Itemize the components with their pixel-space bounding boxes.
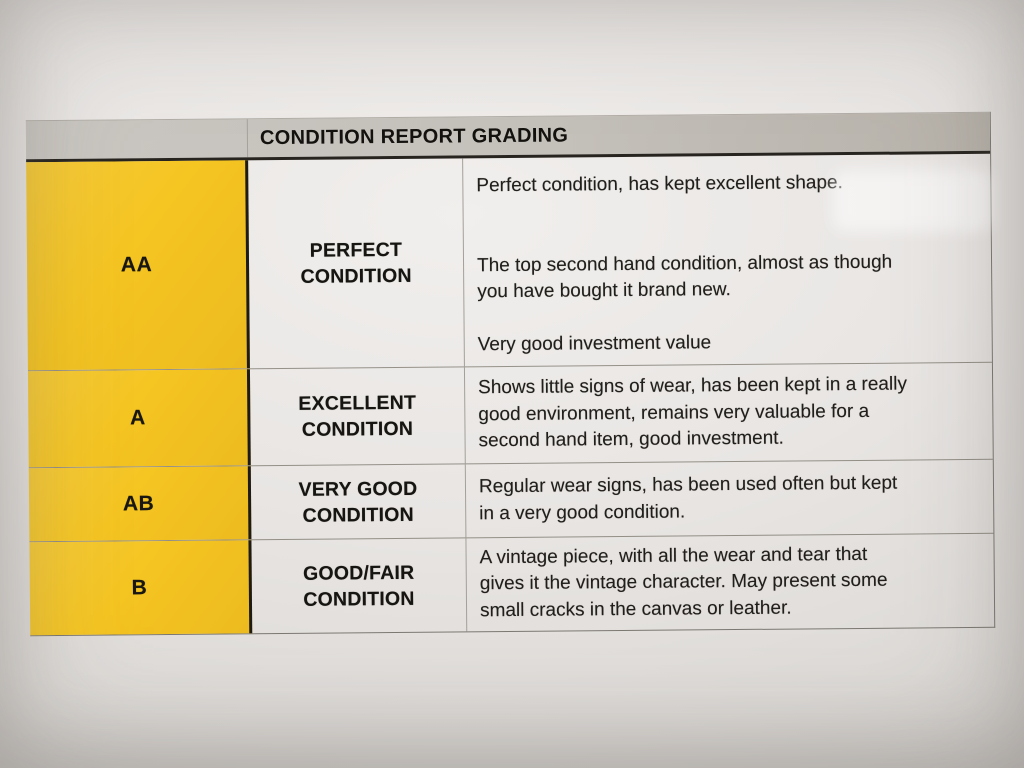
grade-cell: A [27, 369, 251, 468]
grade-cell: AA [26, 160, 250, 371]
table-row-aa: AA PERFECT CONDITION Perfect condition, … [26, 154, 992, 371]
table-row-ab: AB VERY GOOD CONDITION Regular wear sign… [28, 458, 994, 542]
description-paragraph: Regular wear signs, has been used often … [478, 472, 898, 524]
description-cell: A vintage piece, with all the wear and t… [466, 534, 994, 632]
description-cell: Perfect condition, has kept excellent sh… [463, 154, 992, 367]
description-paragraph: A vintage piece, with all the wear and t… [479, 543, 888, 622]
header-spacer-cell [25, 119, 249, 160]
description-paragraph: The top second hand condition, almost as… [476, 251, 893, 303]
grade-cell: B [29, 540, 253, 636]
description-cell: Regular wear signs, has been used often … [466, 460, 994, 538]
grade-cell: AB [28, 466, 252, 542]
condition-label-cell: GOOD/FAIR CONDITION [251, 538, 468, 634]
condition-label-cell: EXCELLENT CONDITION [249, 367, 466, 466]
table-title: CONDITION REPORT GRADING [259, 123, 569, 149]
description-paragraph: Perfect condition, has kept excellent sh… [476, 172, 843, 197]
description-paragraph: Shows little signs of wear, has been kep… [478, 373, 907, 452]
description-cell: Shows little signs of wear, has been kep… [465, 363, 993, 464]
description-paragraph: Very good investment value [477, 331, 712, 355]
table-row-a: A EXCELLENT CONDITION Shows little signs… [27, 361, 993, 468]
table-row-b: B GOOD/FAIR CONDITION A vintage piece, w… [29, 532, 995, 636]
condition-label-cell: PERFECT CONDITION [248, 158, 465, 369]
condition-grading-table: CONDITION REPORT GRADING AA PERFECT COND… [25, 111, 996, 637]
condition-label-cell: VERY GOOD CONDITION [250, 464, 467, 540]
